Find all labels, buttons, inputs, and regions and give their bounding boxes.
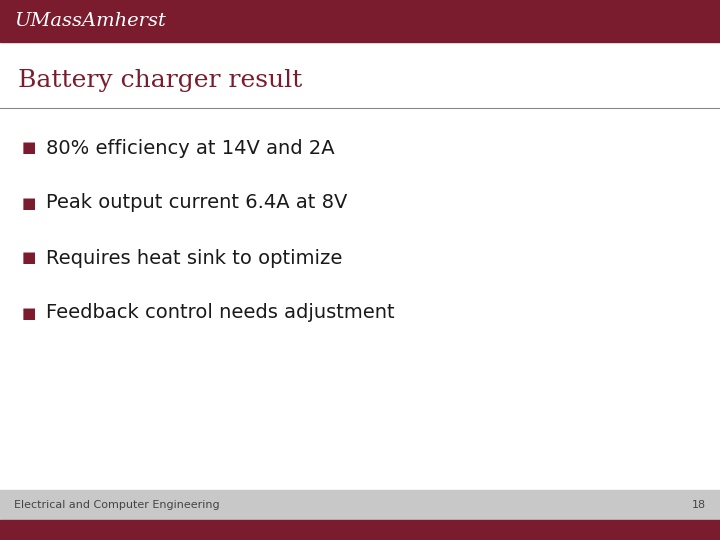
Text: Electrical and Computer Engineering: Electrical and Computer Engineering xyxy=(14,500,220,510)
Text: ■: ■ xyxy=(22,306,37,321)
Text: ■: ■ xyxy=(22,251,37,266)
Text: UMassAmherst: UMassAmherst xyxy=(14,12,166,30)
Text: 18: 18 xyxy=(692,500,706,510)
Text: Feedback control needs adjustment: Feedback control needs adjustment xyxy=(46,303,395,322)
Text: ■: ■ xyxy=(22,195,37,211)
Text: Peak output current 6.4A at 8V: Peak output current 6.4A at 8V xyxy=(46,193,347,213)
Bar xyxy=(0,0,720,42)
Text: ■: ■ xyxy=(22,140,37,156)
Text: Battery charger result: Battery charger result xyxy=(18,69,302,91)
Text: Requires heat sink to optimize: Requires heat sink to optimize xyxy=(46,248,343,267)
Bar xyxy=(0,520,720,540)
Bar xyxy=(0,490,720,520)
Text: 80% efficiency at 14V and 2A: 80% efficiency at 14V and 2A xyxy=(46,138,335,158)
